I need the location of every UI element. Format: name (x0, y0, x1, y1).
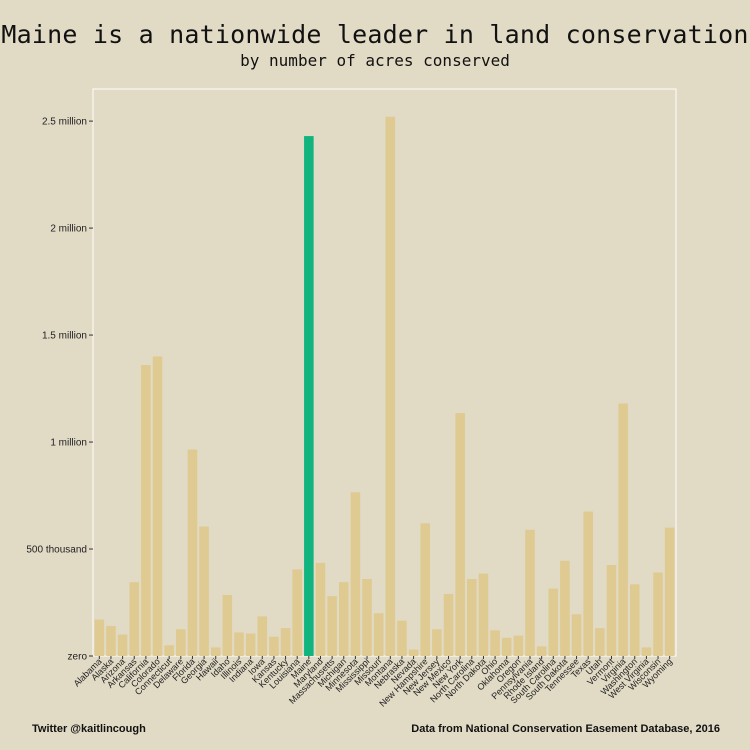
y-tick-label: 500 thousand (26, 545, 87, 556)
bar-utah (595, 628, 605, 656)
plot-frame (92, 88, 677, 657)
bar-connecticut (164, 645, 174, 656)
bar-washington (629, 584, 640, 656)
bar-tennessee (571, 614, 582, 656)
bar-maryland (315, 562, 326, 656)
y-tick-label: zero (68, 652, 88, 663)
bar-louisiana (292, 569, 302, 656)
bar-new-mexico (443, 593, 454, 656)
bar-alaska (106, 626, 116, 656)
bar-arkansas (129, 582, 140, 656)
bar-mississippi (362, 578, 372, 656)
bar-new-jersey (432, 629, 442, 656)
bar-nevada (408, 649, 419, 656)
y-tick-label: 2.5 million (42, 117, 87, 128)
bar-south-carolina (548, 588, 559, 656)
bar-kentucky (280, 628, 291, 656)
bar-oklahoma (501, 637, 512, 656)
bar-oregon (513, 635, 524, 656)
bar-rhode-island (536, 646, 547, 656)
bar-highlight-maine (304, 136, 314, 656)
bar-north-dakota (478, 573, 489, 656)
bar-montana (385, 116, 396, 657)
bar-iowa (257, 616, 268, 656)
bar-florida (187, 449, 198, 656)
bar-south-dakota (560, 560, 570, 656)
bar-georgia (199, 526, 209, 656)
bar-hawaii (210, 647, 221, 656)
bar-texas (583, 511, 593, 656)
bar-west-virginia (641, 647, 652, 656)
bar-michigan (338, 582, 349, 656)
y-tick-label: 1.5 million (42, 331, 87, 342)
chart-title: Maine is a nationwide leader in land con… (1, 20, 749, 49)
bar-nebraska (397, 620, 407, 656)
bar-kansas (269, 636, 279, 656)
bar-new-hampshire (420, 523, 431, 656)
y-tick-label: 2 million (50, 224, 87, 235)
bar-minnesota (350, 492, 361, 656)
bar-north-carolina (467, 578, 477, 656)
bar-indiana (245, 633, 256, 656)
bar-wyoming (664, 527, 675, 656)
bar-new-york (455, 413, 465, 656)
bar-missouri (373, 613, 384, 656)
bar-wisconsin (653, 572, 663, 656)
bar-ohio (490, 630, 500, 656)
bar-arizona (117, 634, 128, 656)
bar-california (141, 365, 151, 656)
footer-source: Data from National Conservation Easement… (411, 723, 720, 735)
bar-colorado (152, 356, 163, 656)
bar-virginia (618, 403, 628, 656)
footer-credit: Twitter @kaitlincough (32, 723, 146, 735)
bar-pennsylvania (525, 529, 535, 656)
bar-massachusetts (327, 596, 337, 656)
bar-vermont (606, 565, 617, 656)
bar-idaho (222, 595, 233, 656)
chart-subtitle: by number of acres conserved (240, 51, 510, 70)
y-tick-label: 1 million (50, 438, 87, 449)
bar-delaware (176, 629, 186, 656)
bar-illinois (234, 632, 244, 656)
bar-alabama (94, 619, 105, 656)
